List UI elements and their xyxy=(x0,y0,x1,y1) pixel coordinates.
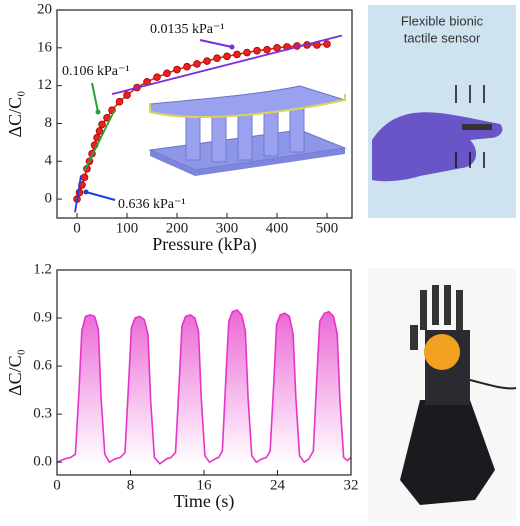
y-tick-label: 20 xyxy=(37,1,52,17)
robot-photo xyxy=(368,268,517,521)
y-tick-label: 4 xyxy=(45,153,53,169)
y-tick-label: 0.3 xyxy=(33,406,52,422)
y-tick-label: 12 xyxy=(37,77,52,93)
y-tick-label: 8 xyxy=(45,115,53,131)
data-point xyxy=(80,173,89,182)
x-tick-label: 200 xyxy=(166,220,189,236)
annotation: 0.636 kPa⁻¹ xyxy=(118,197,186,212)
x-tick-label: 400 xyxy=(266,220,289,236)
data-point xyxy=(263,45,271,54)
data-point xyxy=(243,48,251,57)
y-tick-label: 0.6 xyxy=(33,358,52,374)
data-point xyxy=(253,46,261,55)
data-point xyxy=(273,44,281,52)
y-tick-label: 0.9 xyxy=(33,309,52,325)
arrow-head xyxy=(229,44,235,50)
y-axis-label: ΔC/C₀ xyxy=(5,91,25,138)
data-point xyxy=(153,73,161,81)
x-axis-label: Pressure (kPa) xyxy=(152,234,256,255)
x-tick-label: 32 xyxy=(344,477,359,493)
data-point xyxy=(173,65,181,74)
photo-caption: Flexible bionic xyxy=(401,13,484,28)
x-tick-label: 100 xyxy=(116,220,139,236)
fit-line xyxy=(83,109,116,172)
annotation-arrow xyxy=(199,39,233,48)
arrow-head xyxy=(83,189,89,195)
x-tick-label: 0 xyxy=(53,477,61,493)
data-point xyxy=(323,40,331,48)
x-tick-label: 24 xyxy=(270,477,286,493)
fit-line xyxy=(74,175,82,213)
y-axis-label: ΔC/C₀ xyxy=(5,349,25,396)
x-tick-label: 16 xyxy=(197,477,213,493)
y-tick-label: 1.2 xyxy=(33,261,52,277)
x-tick-label: 8 xyxy=(127,477,135,493)
x-tick-label: 500 xyxy=(316,220,339,236)
annotation-arrow xyxy=(85,191,116,201)
data-point xyxy=(115,97,124,106)
photo-caption: tactile sensor xyxy=(404,30,481,45)
data-line xyxy=(56,309,352,465)
data-point xyxy=(233,50,241,59)
annotation: 0.0135 kPa⁻¹ xyxy=(150,22,225,37)
data-point xyxy=(98,120,106,129)
plot-frame xyxy=(56,9,353,219)
y-tick-label: 16 xyxy=(37,39,53,55)
x-axis-label: Time (s) xyxy=(174,491,235,512)
x-tick-label: 0 xyxy=(73,220,81,236)
data-point xyxy=(183,62,191,71)
data-point xyxy=(95,127,104,135)
data-point xyxy=(223,52,231,61)
annotation: 0.106 kPa⁻¹ xyxy=(62,64,130,79)
arrow-head xyxy=(95,109,101,115)
data-point xyxy=(213,54,221,63)
y-tick-label: 0 xyxy=(45,191,53,207)
data-point xyxy=(123,91,131,99)
inset-diagram xyxy=(148,85,347,176)
fit-line xyxy=(111,34,343,96)
annotation-arrow xyxy=(91,82,99,113)
x-tick-label: 300 xyxy=(216,220,239,236)
data-point xyxy=(163,69,171,78)
y-tick-label: 0.0 xyxy=(33,454,52,470)
data-point xyxy=(203,57,211,65)
sensor-photo: Flexible bionic tactile sensor xyxy=(368,5,516,218)
data-point xyxy=(193,60,201,68)
